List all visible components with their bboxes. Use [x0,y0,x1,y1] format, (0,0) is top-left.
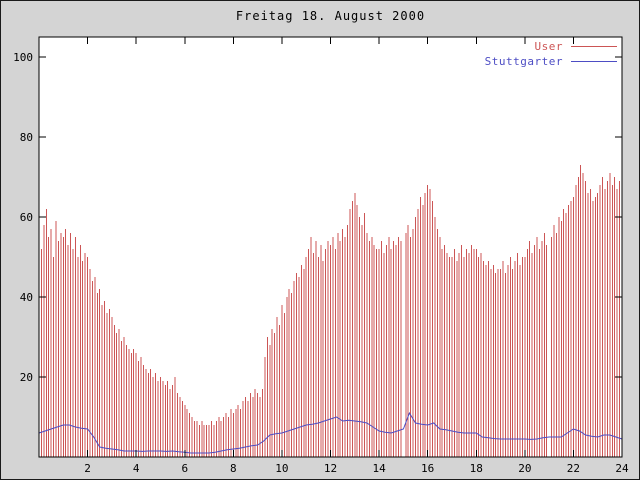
x-tick-label: 22 [567,462,580,475]
x-tick-label: 24 [615,462,629,475]
legend: User Stuttgarter [484,39,617,68]
x-tick-label: 20 [518,462,531,475]
x-tick-label: 2 [84,462,91,475]
chart-title: Freitag 18. August 2000 [235,9,426,23]
x-tick-label: 8 [230,462,237,475]
legend-line-user-icon [571,45,617,47]
legend-item-stuttgarter: Stuttgarter [484,54,617,68]
x-tick-label: 18 [470,462,483,475]
y-tick-label: 40 [20,291,33,304]
legend-item-user: User [485,39,617,53]
axes [39,37,623,457]
x-tick-label: 6 [181,462,188,475]
x-tick-label: 14 [372,462,386,475]
x-tick-label: 12 [324,462,337,475]
legend-label-user: User [534,39,563,53]
y-tick-label: 20 [20,371,33,384]
y-tick-label: 80 [20,131,33,144]
y-tick-label: 100 [13,51,33,64]
y-tick-label: 60 [20,211,33,224]
legend-line-stuttgarter-icon [571,60,617,62]
x-tick-label: 16 [421,462,434,475]
x-tick-label: 4 [133,462,140,475]
x-tick-label: 10 [275,462,288,475]
legend-label-stuttgarter: Stuttgarter [484,54,563,68]
